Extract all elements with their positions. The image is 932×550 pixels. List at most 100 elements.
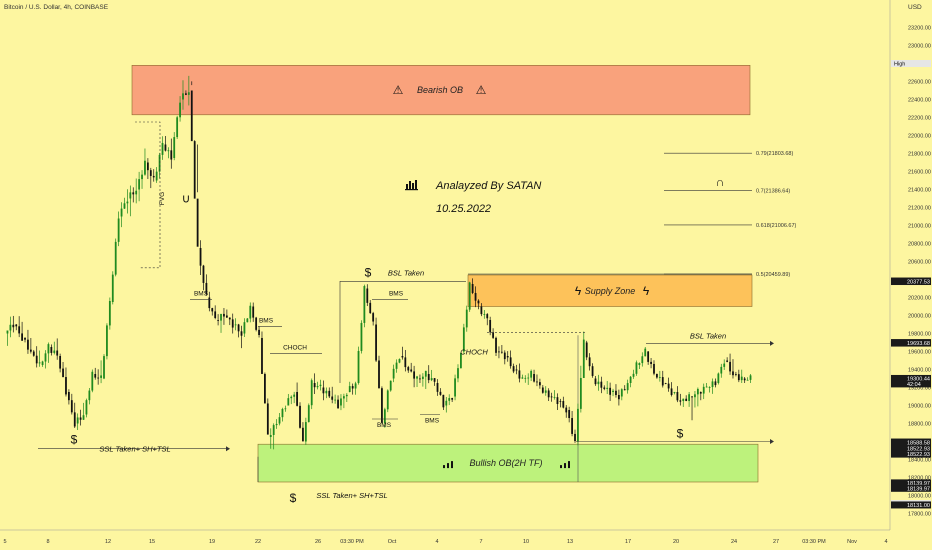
candle-body (231, 319, 234, 328)
candle-body (421, 376, 424, 379)
candle-body (436, 383, 439, 392)
y-tick-label: 20600.00 (908, 260, 931, 266)
bms-label: BMS (389, 290, 404, 297)
candle-body (190, 90, 193, 142)
y-tick-label: 21600.00 (908, 170, 931, 176)
candle-body (503, 352, 506, 360)
candle-body (612, 390, 614, 392)
fvg-box (135, 121, 161, 269)
candle-body (673, 391, 676, 393)
candle-body (740, 376, 743, 381)
candle-body (615, 390, 617, 396)
price-label-bg (891, 60, 931, 67)
price-axis[interactable]: 23200.0023000.0022800.0022600.0022400.00… (889, 0, 932, 550)
fib-label: 0.618(21006.67) (756, 223, 797, 229)
bearish-ob-zone (131, 65, 751, 116)
candle-body (360, 322, 363, 351)
candle-body (676, 391, 679, 401)
price-label-bg (891, 439, 931, 447)
price-label-bg (891, 380, 931, 388)
candle-body (47, 344, 50, 354)
price-label: 19693.68 (907, 341, 930, 347)
candle-body (682, 398, 685, 401)
candle-body (328, 390, 331, 397)
candle-body (357, 350, 360, 383)
candle-body (73, 412, 76, 427)
candle-body (688, 394, 691, 402)
y-tick-label: 19800.00 (908, 332, 931, 338)
price-label-bg (891, 484, 931, 492)
candle-body (161, 142, 164, 155)
watermark-line1: Analayzed By SATAN (435, 180, 541, 192)
price-label-bg (891, 444, 931, 452)
price-label: 19300.44 (907, 376, 930, 382)
dollar-icon: $ (365, 265, 372, 279)
candle-body (91, 371, 94, 391)
candle-body (419, 378, 421, 380)
candle-body (498, 351, 500, 353)
candle-body (383, 409, 386, 424)
candle-body (70, 400, 73, 413)
bsl-label: BSL Taken (388, 268, 424, 277)
y-tick-label: 19600.00 (908, 350, 931, 356)
candle-body (176, 117, 179, 138)
candle-body (442, 394, 445, 408)
candle-body (319, 384, 322, 387)
candle-body (550, 396, 553, 398)
candle-body (632, 373, 635, 377)
candle-body (27, 339, 29, 350)
candle-body (509, 357, 512, 367)
y-tick-label: 18200.00 (908, 476, 931, 482)
candle-body (264, 373, 266, 404)
time-axis[interactable]: 5 8 12 15 19 22 26 03:30 PM Oct 4 7 10 13 17 20 24 27 03:… (0, 529, 890, 545)
candle-body (88, 390, 91, 401)
candle-body (24, 338, 26, 340)
choch-label-2: CHOCH (460, 348, 488, 357)
x-tick-label: 22 (255, 539, 261, 545)
candle-body (708, 387, 711, 388)
candle-body (252, 306, 255, 318)
candle-body (553, 397, 556, 398)
price-label-bg (891, 278, 931, 286)
candle-body (234, 324, 237, 326)
x-tick-label: 26 (315, 539, 321, 545)
candle-body (12, 324, 15, 328)
stats-icon (406, 184, 408, 189)
candle-body (205, 282, 208, 295)
candle-body (208, 297, 211, 309)
candle-body (711, 381, 714, 388)
fib-label: 0.5(20459.89) (756, 272, 790, 278)
stats-icon (409, 181, 411, 189)
candle-body (269, 434, 272, 437)
bms-label: BMS (259, 317, 274, 324)
dollar-icon: $ (677, 427, 684, 441)
arrow-head-icon (226, 446, 230, 452)
y-tick-label: 22600.00 (908, 80, 931, 86)
candle-body (164, 144, 167, 151)
candle-body (460, 352, 462, 369)
candle-body (705, 386, 708, 388)
candle-body (296, 392, 298, 406)
candle-body (661, 377, 664, 386)
candle-body (480, 306, 483, 315)
candle-body (626, 383, 629, 391)
candle-body (108, 301, 111, 326)
candle-body (337, 399, 339, 409)
y-tick-label: 22200.00 (908, 116, 931, 122)
x-tick-label: 12 (105, 539, 111, 545)
candle-body (255, 317, 258, 330)
candle-body (424, 370, 427, 377)
candle-body (120, 208, 123, 217)
candle-body (389, 380, 392, 391)
candle-body (100, 375, 102, 378)
candle-body (699, 392, 702, 394)
bolt-icon: ϟ (643, 284, 650, 298)
price-label: 18131.00 (907, 503, 930, 509)
candle-body (486, 314, 489, 319)
price-label: 42:04 (907, 382, 921, 388)
candle-body (65, 377, 67, 395)
candle-body (506, 356, 509, 358)
price-label-bg (891, 479, 931, 487)
x-tick-label: Oct (388, 539, 397, 545)
